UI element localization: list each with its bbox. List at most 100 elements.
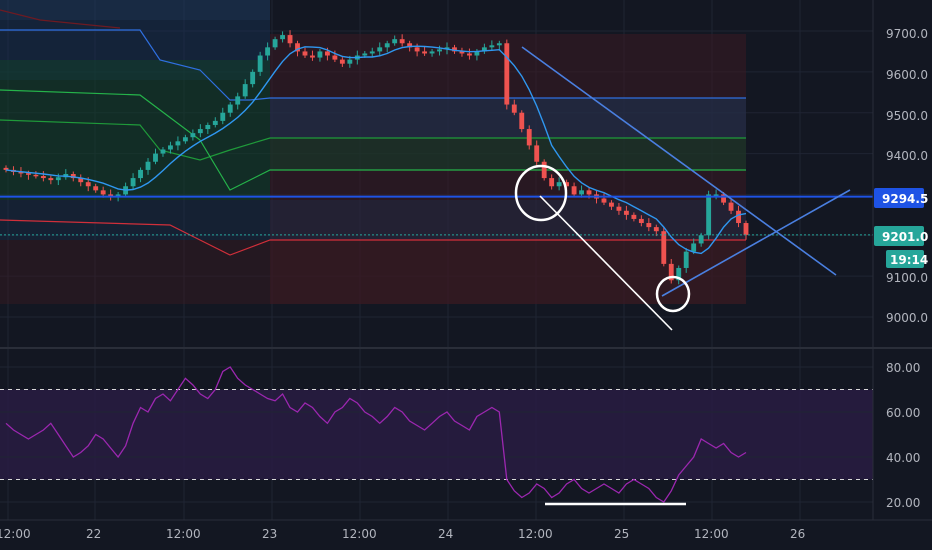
candle[interactable] [257,51,263,76]
candle[interactable] [160,147,166,157]
candle[interactable] [384,40,390,53]
rsi-series[interactable] [5,366,747,506]
time-axis[interactable]: 12:00 22 12:00 23 12:00 24 12:00 25 12:0… [0,527,805,541]
candle[interactable] [467,48,472,60]
candle[interactable] [653,224,659,237]
candle[interactable] [706,190,712,240]
candle[interactable] [138,167,143,183]
candle[interactable] [40,171,46,182]
candle-body [564,182,570,187]
candle[interactable] [190,129,196,141]
candle[interactable] [511,99,517,116]
candle[interactable] [496,40,502,50]
candle-body [534,145,540,162]
candle[interactable] [452,44,457,54]
candle[interactable] [302,47,308,58]
rsi-axis[interactable]: 80.00 60.00 40.00 20.00 [886,361,920,510]
candle[interactable] [332,50,338,63]
candle[interactable] [280,31,285,43]
candle[interactable] [377,42,383,56]
rsi-line[interactable] [5,366,747,503]
candle[interactable] [549,174,555,190]
candle-body [579,190,584,195]
candle[interactable] [736,205,741,228]
candle[interactable] [422,46,428,56]
candle[interactable] [33,171,39,179]
candle-body [287,35,293,44]
candle[interactable] [93,183,99,193]
candle[interactable] [265,42,271,61]
candle[interactable] [459,47,465,57]
candle[interactable] [616,203,622,215]
candle[interactable] [504,39,510,110]
candle[interactable] [519,110,525,133]
candle[interactable] [601,193,607,206]
candle[interactable] [235,92,241,110]
candle[interactable] [287,30,293,48]
candle-body [220,112,226,121]
candle[interactable] [541,159,547,181]
candle[interactable] [310,50,315,61]
candle[interactable] [668,258,674,284]
candle[interactable] [108,189,114,201]
candle-body [474,51,480,56]
candle[interactable] [623,205,629,220]
candle[interactable] [526,125,532,150]
white-diagonal-line[interactable] [539,195,673,331]
candle[interactable] [713,189,719,200]
ascending-trendline[interactable] [661,189,851,297]
candle[interactable] [683,247,689,273]
candle[interactable] [743,220,749,240]
candle[interactable] [609,200,614,210]
candle[interactable] [399,34,405,47]
candle-body [676,267,682,281]
candle[interactable] [638,215,644,227]
candle[interactable] [481,43,487,54]
annotation-circle-top[interactable] [514,164,568,222]
price-tick: 9500.0 [886,109,928,123]
candle[interactable] [429,48,435,57]
candle[interactable] [145,158,151,175]
candle-body [3,167,9,170]
candle[interactable] [48,175,54,185]
moving-average-line [5,45,747,255]
candle[interactable] [212,117,218,128]
descending-trendline[interactable] [521,46,837,276]
candle[interactable] [579,185,584,198]
candle[interactable] [3,165,9,173]
candle[interactable] [197,124,203,138]
candle[interactable] [392,35,398,46]
candle[interactable] [489,40,495,51]
candle[interactable] [205,122,211,134]
candle[interactable] [272,36,278,50]
candle[interactable] [728,198,734,215]
candle[interactable] [182,134,188,144]
candle[interactable] [153,148,158,165]
candle[interactable] [444,42,450,55]
candle[interactable] [227,102,233,117]
candle[interactable] [250,69,256,88]
candle[interactable] [175,136,181,151]
candle[interactable] [78,174,84,187]
candle-body [70,174,76,179]
candle[interactable] [571,182,577,197]
candle[interactable] [339,57,345,67]
candle[interactable] [661,227,667,267]
annotation-circle-bottom[interactable] [655,275,691,313]
candle[interactable] [676,265,682,285]
candle[interactable] [556,177,562,191]
candle[interactable] [242,79,248,99]
candle[interactable] [317,48,323,62]
candle[interactable] [130,173,136,190]
price-axis[interactable]: 9700.0 9600.0 9500.0 9400.0 9100.0 9000.… [874,27,928,325]
candle[interactable] [631,212,637,222]
time-tick: 26 [790,527,805,541]
candle[interactable] [220,107,226,125]
candle[interactable] [534,140,540,167]
candlestick-series[interactable] [3,30,749,285]
candle[interactable] [168,141,173,154]
candle-body [437,49,442,52]
candle[interactable] [369,47,375,57]
candle[interactable] [646,218,652,232]
